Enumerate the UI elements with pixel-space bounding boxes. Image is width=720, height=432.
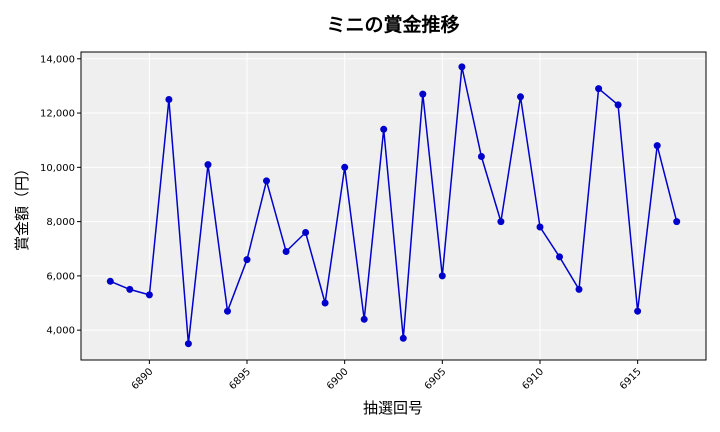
data-point bbox=[302, 229, 310, 236]
series-line bbox=[110, 66, 678, 344]
plot-frame bbox=[80, 51, 707, 361]
x-tick-label: 6890 bbox=[130, 366, 156, 392]
data-point bbox=[458, 63, 466, 71]
data-point bbox=[145, 291, 153, 299]
x-tick-label: 6910 bbox=[520, 366, 546, 392]
x-tick-label: 6900 bbox=[325, 366, 351, 392]
plot-area bbox=[81, 52, 706, 360]
data-point bbox=[477, 153, 485, 160]
x-axis-label: 抽選回号 bbox=[363, 399, 423, 417]
data-point bbox=[165, 96, 173, 103]
series-markers bbox=[106, 63, 681, 348]
data-point bbox=[517, 93, 524, 101]
data-point bbox=[595, 85, 603, 93]
data-point bbox=[360, 315, 368, 323]
data-point bbox=[224, 307, 231, 315]
data-point bbox=[126, 285, 134, 293]
y-tick-label: 6,000 bbox=[46, 271, 75, 282]
chart-title: ミニの賞金推移 bbox=[326, 13, 459, 36]
x-tick-label: 6905 bbox=[423, 366, 449, 392]
data-point bbox=[536, 223, 544, 231]
data-point bbox=[419, 90, 427, 98]
y-tick-label: 12,000 bbox=[40, 109, 75, 120]
data-point bbox=[575, 285, 583, 293]
data-point bbox=[380, 125, 388, 133]
y-tick-label: 4,000 bbox=[46, 326, 75, 337]
x-tick-label: 6915 bbox=[618, 366, 644, 392]
data-point bbox=[321, 299, 329, 307]
data-point bbox=[653, 142, 661, 150]
y-axis-ticks: 4,000 6,000 8,000 10,000 12,000 14,000 bbox=[40, 54, 81, 337]
y-tick-label: 14,000 bbox=[40, 54, 75, 65]
data-point bbox=[243, 256, 251, 264]
data-point bbox=[673, 218, 681, 226]
data-point bbox=[184, 340, 192, 348]
data-point bbox=[204, 161, 212, 169]
data-point bbox=[556, 253, 563, 261]
data-point bbox=[106, 277, 114, 285]
data-point bbox=[614, 101, 622, 109]
data-point bbox=[438, 272, 446, 280]
x-axis-ticks: 6890 6895 6900 6905 6910 6915 bbox=[130, 360, 644, 392]
data-point bbox=[399, 334, 407, 342]
y-tick-label: 10,000 bbox=[40, 163, 75, 174]
y-tick-label: 8,000 bbox=[46, 217, 75, 228]
grid bbox=[81, 52, 706, 360]
data-point bbox=[341, 163, 349, 171]
x-tick-label: 6895 bbox=[227, 366, 253, 392]
data-point bbox=[634, 307, 642, 315]
y-axis-label: 賞金額（円） bbox=[13, 161, 31, 251]
data-point bbox=[497, 218, 505, 226]
data-point bbox=[263, 177, 270, 185]
data-point bbox=[282, 248, 290, 255]
